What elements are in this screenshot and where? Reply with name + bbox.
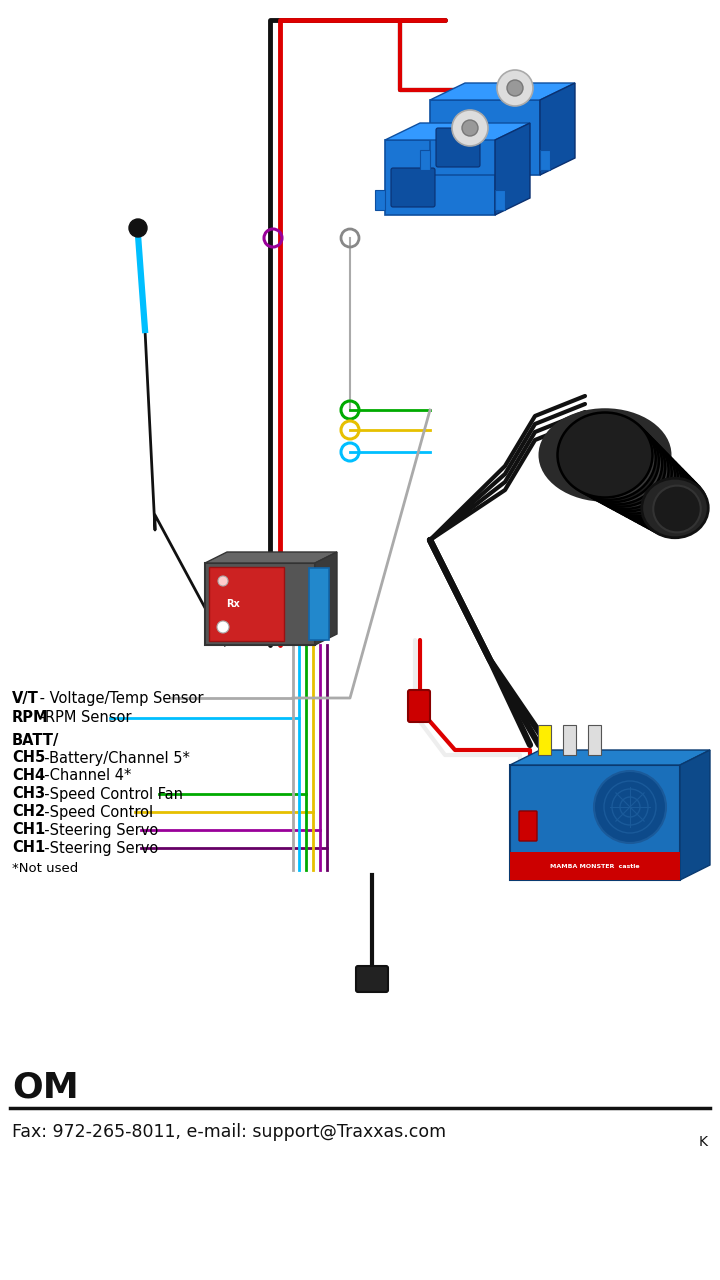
Ellipse shape bbox=[572, 424, 662, 504]
FancyBboxPatch shape bbox=[356, 966, 388, 992]
Text: - Voltage/Temp Sensor: - Voltage/Temp Sensor bbox=[35, 690, 204, 705]
Text: Fax: 972-265-8011, e-mail: support@Traxxas.com: Fax: 972-265-8011, e-mail: support@Traxx… bbox=[12, 1123, 446, 1140]
Polygon shape bbox=[430, 100, 540, 175]
Polygon shape bbox=[205, 552, 337, 563]
Text: CH1: CH1 bbox=[12, 841, 45, 855]
Bar bbox=[588, 724, 601, 755]
Ellipse shape bbox=[582, 431, 669, 509]
Ellipse shape bbox=[653, 485, 701, 532]
Text: -Battery/Channel 5*: -Battery/Channel 5* bbox=[35, 750, 190, 765]
Circle shape bbox=[129, 219, 147, 237]
Polygon shape bbox=[375, 189, 385, 210]
FancyBboxPatch shape bbox=[309, 568, 329, 640]
Text: -Speed Control: -Speed Control bbox=[35, 805, 153, 819]
Ellipse shape bbox=[611, 453, 688, 522]
Text: *Not used: *Not used bbox=[12, 861, 78, 874]
Text: K: K bbox=[699, 1135, 708, 1149]
Ellipse shape bbox=[620, 461, 694, 527]
Polygon shape bbox=[495, 189, 505, 210]
Text: OM: OM bbox=[12, 1071, 78, 1105]
Ellipse shape bbox=[600, 445, 681, 518]
Text: Rx: Rx bbox=[226, 599, 240, 609]
Polygon shape bbox=[315, 552, 337, 645]
Ellipse shape bbox=[557, 412, 652, 498]
FancyBboxPatch shape bbox=[391, 168, 435, 207]
FancyBboxPatch shape bbox=[209, 567, 284, 641]
Text: CH1: CH1 bbox=[12, 823, 45, 837]
Ellipse shape bbox=[591, 439, 675, 513]
Circle shape bbox=[497, 70, 533, 106]
Bar bbox=[538, 724, 551, 755]
Polygon shape bbox=[540, 150, 550, 170]
Text: CH5: CH5 bbox=[12, 750, 45, 765]
Polygon shape bbox=[420, 150, 430, 170]
Ellipse shape bbox=[586, 435, 672, 511]
Text: -Steering Servo: -Steering Servo bbox=[35, 841, 158, 855]
FancyBboxPatch shape bbox=[436, 128, 480, 166]
Ellipse shape bbox=[629, 468, 701, 532]
Ellipse shape bbox=[539, 408, 672, 502]
Text: CH4: CH4 bbox=[12, 768, 45, 783]
Ellipse shape bbox=[577, 428, 665, 507]
Circle shape bbox=[452, 110, 488, 146]
Polygon shape bbox=[385, 140, 495, 215]
Ellipse shape bbox=[634, 472, 704, 534]
Text: BATT/: BATT/ bbox=[12, 732, 59, 748]
Text: -Speed Control Fan: -Speed Control Fan bbox=[35, 786, 184, 801]
Ellipse shape bbox=[562, 416, 656, 499]
Ellipse shape bbox=[615, 457, 691, 525]
Circle shape bbox=[462, 120, 478, 136]
Polygon shape bbox=[680, 750, 710, 881]
Polygon shape bbox=[385, 123, 530, 140]
Bar bbox=[563, 724, 576, 755]
Text: -Channel 4*: -Channel 4* bbox=[35, 768, 132, 783]
Text: RPM: RPM bbox=[12, 710, 49, 726]
Text: CH3: CH3 bbox=[12, 786, 45, 801]
Text: -Steering Servo: -Steering Servo bbox=[35, 823, 158, 837]
Circle shape bbox=[507, 79, 523, 96]
Ellipse shape bbox=[624, 465, 698, 530]
FancyBboxPatch shape bbox=[408, 690, 430, 722]
Polygon shape bbox=[495, 123, 530, 215]
Polygon shape bbox=[540, 83, 575, 175]
Ellipse shape bbox=[639, 476, 707, 536]
Polygon shape bbox=[510, 750, 710, 765]
Polygon shape bbox=[205, 563, 315, 645]
Text: -RPM Sensor: -RPM Sensor bbox=[35, 710, 132, 726]
Ellipse shape bbox=[567, 420, 659, 502]
Bar bbox=[510, 852, 680, 881]
Circle shape bbox=[218, 576, 228, 586]
Polygon shape bbox=[430, 83, 575, 100]
Circle shape bbox=[594, 771, 666, 844]
Circle shape bbox=[217, 621, 229, 634]
Text: V/T: V/T bbox=[12, 690, 39, 705]
Text: CH2: CH2 bbox=[12, 805, 45, 819]
Ellipse shape bbox=[642, 479, 708, 538]
FancyBboxPatch shape bbox=[519, 812, 537, 841]
Polygon shape bbox=[510, 765, 680, 881]
Text: MAMBA MONSTER  castle: MAMBA MONSTER castle bbox=[550, 864, 640, 869]
Ellipse shape bbox=[596, 442, 678, 516]
Ellipse shape bbox=[606, 449, 685, 521]
